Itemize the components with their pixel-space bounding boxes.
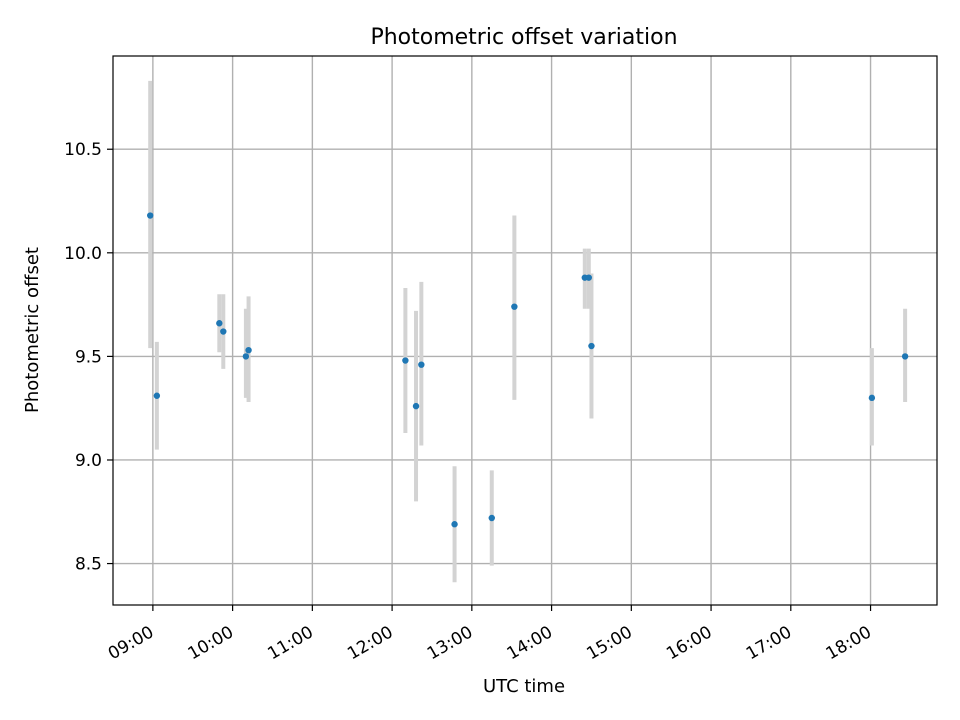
data-points xyxy=(147,212,909,528)
y-tick-label-3: 10.0 xyxy=(64,244,102,264)
error-bars xyxy=(148,80,908,583)
x-tick-label-7: 16:00 xyxy=(663,622,715,664)
x-tick-label-4: 13:00 xyxy=(424,622,476,664)
y-tick-label-0: 8.5 xyxy=(75,555,102,575)
data-point-6 xyxy=(402,357,409,364)
x-tick-label-1: 10:00 xyxy=(185,622,237,664)
x-tick-label-3: 12:00 xyxy=(344,622,396,664)
data-point-3 xyxy=(220,328,227,335)
data-point-10 xyxy=(488,514,495,522)
x-tick-label-9: 18:00 xyxy=(823,622,875,664)
data-point-8 xyxy=(418,361,425,368)
y-axis-label: Photometric offset xyxy=(22,247,43,413)
data-point-16 xyxy=(901,353,909,360)
data-point-1 xyxy=(153,392,161,399)
data-point-5 xyxy=(245,346,252,354)
x-tick-label-5: 14:00 xyxy=(504,622,556,664)
data-point-9 xyxy=(451,521,458,528)
plot-frame xyxy=(112,55,938,606)
x-tick-label-8: 17:00 xyxy=(743,622,795,664)
data-point-2 xyxy=(216,320,223,327)
y-tick-label-1: 9.0 xyxy=(75,451,102,471)
y-tick-label-2: 9.5 xyxy=(75,347,102,367)
data-point-14 xyxy=(588,342,595,350)
x-tick-label-0: 09:00 xyxy=(105,622,157,664)
y-axis-ticks: 8.5 9.0 9.5 10.0 10.5 xyxy=(64,140,113,575)
x-axis-ticks: 09:00 10:00 11:00 12:00 13:00 14:00 15:00 16:00… xyxy=(105,605,875,664)
data-point-13 xyxy=(585,274,592,281)
grid xyxy=(113,56,937,605)
data-point-4 xyxy=(242,353,250,360)
x-axis-label: UTC time xyxy=(483,676,565,697)
x-tick-label-2: 11:00 xyxy=(264,622,316,664)
y-tick-label-4: 10.5 xyxy=(64,140,102,160)
data-point-11 xyxy=(511,303,518,310)
chart-title: Photometric offset variation xyxy=(370,25,677,50)
x-tick-label-6: 15:00 xyxy=(583,622,635,664)
data-point-15 xyxy=(868,394,876,402)
data-point-7 xyxy=(412,402,420,410)
data-point-0 xyxy=(147,212,154,219)
